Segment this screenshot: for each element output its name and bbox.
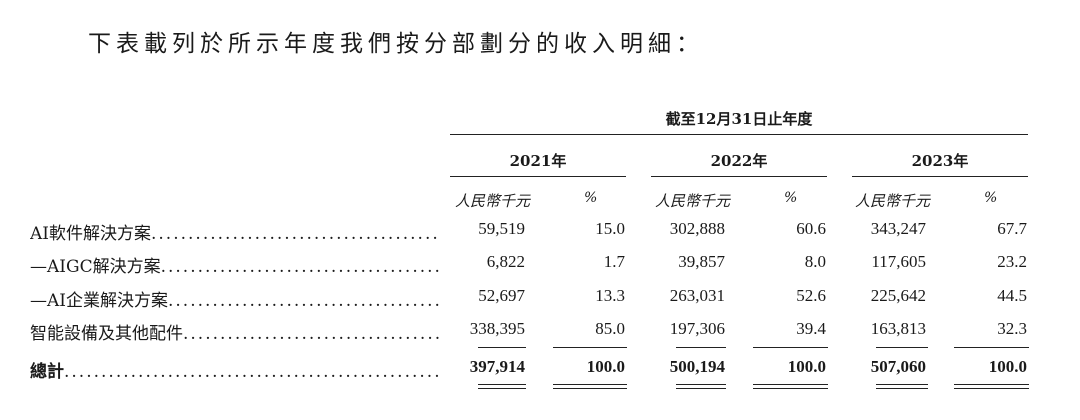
subtotal-rule [478, 347, 526, 348]
table-cell: 343,247 [870, 219, 926, 238]
subtotal-rule [676, 347, 726, 348]
year-2022: 2022年 [710, 152, 768, 170]
pct-label-2022: % [784, 190, 798, 206]
subtotal-rule [753, 347, 828, 348]
subtotal-rule [553, 347, 627, 348]
table-row-label: 智能設備及其他配件...............................… [30, 324, 440, 344]
table-cell: 6,822 [486, 252, 525, 271]
table-cell: 225,642 [870, 286, 926, 305]
table-cell: 23.2 [997, 252, 1027, 271]
table-cell: 15.0 [595, 219, 625, 238]
year-rule-2023 [852, 176, 1028, 177]
total-cell: 100.0 [586, 357, 625, 376]
table-cell: 163,813 [870, 319, 926, 338]
total-double-rule [954, 384, 1029, 389]
total-double-rule [553, 384, 627, 389]
year-2021: 2021年 [509, 152, 567, 170]
table-cell: 85.0 [595, 319, 625, 338]
table-cell: 302,888 [669, 219, 725, 238]
period-rule [450, 134, 1028, 135]
table-cell: 32.3 [997, 319, 1027, 338]
intro-text: 下表載列於所示年度我們按分部劃分的收入明細： [88, 31, 704, 57]
total-double-rule [478, 384, 526, 389]
total-cell: 100.0 [787, 357, 826, 376]
total-cell: 500,194 [669, 357, 725, 376]
table-cell: 39,857 [678, 252, 725, 271]
table-cell: 197,306 [669, 319, 725, 338]
total-cell: 507,060 [870, 357, 926, 376]
period-header: 截至12月31日止年度 [665, 110, 813, 128]
table-cell: 67.7 [997, 219, 1027, 238]
subtotal-rule [954, 347, 1029, 348]
table-cell: 59,519 [478, 219, 525, 238]
table-row-label: —AI企業解決方案...............................… [30, 291, 440, 311]
unit-label-2022: 人民幣千元 [655, 192, 731, 210]
table-row-label: —AIGC解決方案...............................… [30, 257, 440, 277]
unit-label-2021: 人民幣千元 [455, 192, 531, 210]
table-cell: 39.4 [796, 319, 826, 338]
total-double-rule [753, 384, 828, 389]
pct-label-2021: % [584, 190, 598, 206]
table-cell: 338,395 [469, 319, 525, 338]
pct-label-2023: % [984, 190, 998, 206]
total-cell: 397,914 [469, 357, 525, 376]
total-double-rule [876, 384, 928, 389]
total-row-label: 總計......................................… [30, 362, 440, 382]
table-cell: 13.3 [595, 286, 625, 305]
table-cell: 52,697 [478, 286, 525, 305]
year-2023: 2023年 [911, 152, 969, 170]
subtotal-rule [876, 347, 928, 348]
table-row-label: AI軟件解決方案................................… [30, 224, 440, 244]
year-rule-2022 [651, 176, 827, 177]
year-rule-2021 [450, 176, 626, 177]
table-cell: 44.5 [997, 286, 1027, 305]
table-cell: 1.7 [603, 252, 625, 271]
table-cell: 263,031 [669, 286, 725, 305]
total-cell: 100.0 [988, 357, 1027, 376]
table-cell: 52.6 [796, 286, 826, 305]
unit-label-2023: 人民幣千元 [855, 192, 931, 210]
table-cell: 8.0 [804, 252, 826, 271]
total-double-rule [676, 384, 726, 389]
table-cell: 60.6 [796, 219, 826, 238]
table-cell: 117,605 [871, 252, 926, 271]
